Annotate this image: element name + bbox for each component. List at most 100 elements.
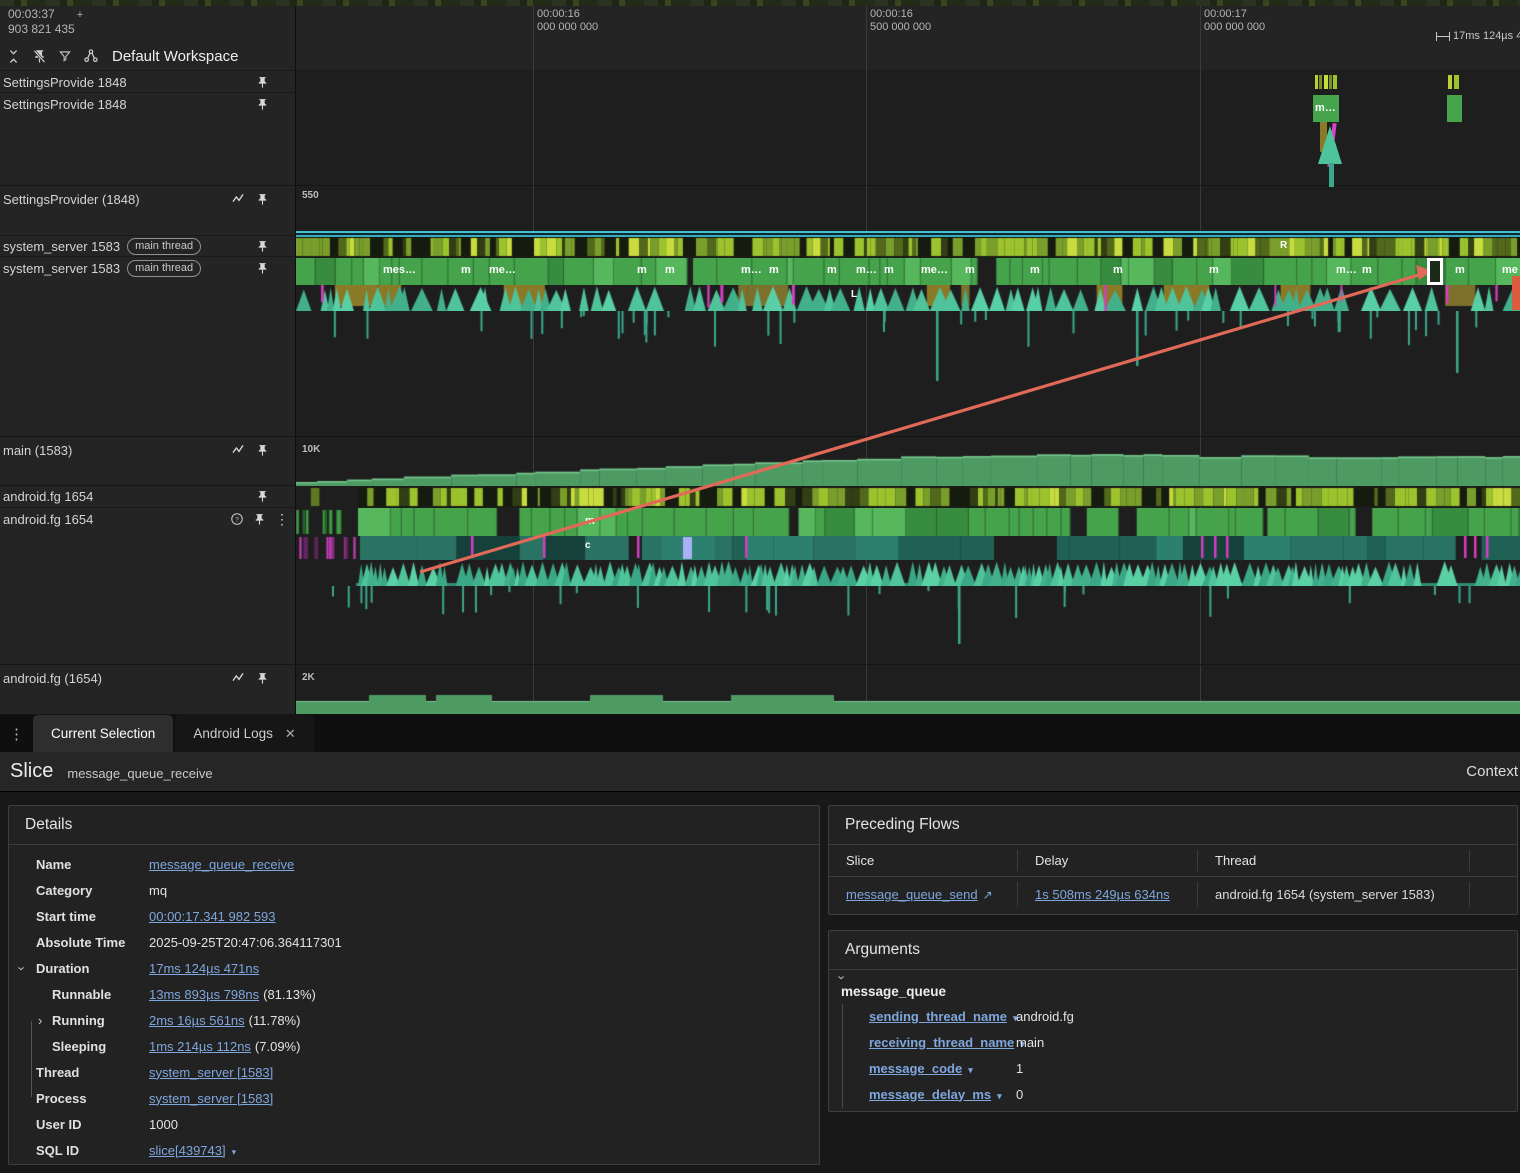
bracket-icon (1436, 31, 1450, 41)
settings-state-event[interactable] (1319, 75, 1322, 89)
slice-label: m (585, 515, 595, 527)
detail-value[interactable]: system_server [1583] (149, 1090, 274, 1106)
slice-label: L (851, 289, 858, 300)
pin-icon[interactable] (256, 262, 269, 275)
pin-icon[interactable] (256, 240, 269, 253)
settings-state-event[interactable] (1333, 75, 1337, 89)
argument-key-link[interactable]: sending_thread_name (869, 1008, 1007, 1024)
argument-key-link[interactable]: receiving_thread_name (869, 1034, 1015, 1050)
ss-mid-track[interactable] (296, 285, 1520, 311)
tab-android-logs[interactable]: Android Logs ✕ (175, 715, 314, 752)
detail-value[interactable]: 17ms 124µs 471ns (149, 960, 260, 976)
track-row-system-server-1583[interactable]: system_server 1583 main thread (0, 257, 295, 279)
trace-overview-minimap[interactable] (0, 0, 1520, 6)
detail-row-category: Category mq (9, 877, 819, 903)
argument-key-link[interactable]: message_code (869, 1060, 963, 1076)
workspace-toolbar: Default Workspace (6, 44, 238, 68)
collapse-all-icon[interactable] (6, 49, 21, 64)
detail-value[interactable]: 00:00:17.341 982 593 (149, 908, 276, 924)
track-row-android-fg-1654[interactable]: android.fg 1654? ⋮ (0, 508, 295, 530)
track-row-main-1583-[interactable]: main (1583) (0, 437, 295, 463)
pin-icon[interactable] (256, 98, 269, 111)
settings-state-event[interactable] (1315, 75, 1318, 89)
edge-slice[interactable] (1512, 276, 1520, 310)
pin-icon[interactable] (256, 444, 269, 457)
dropdown-caret-icon[interactable]: ▾ (1013, 1012, 1018, 1023)
chart-icon[interactable] (231, 442, 247, 458)
detail-row-sql-id: SQL ID slice[439743] ▾ (9, 1137, 819, 1163)
dropdown-caret-icon[interactable]: ▾ (1020, 1038, 1025, 1049)
dots-icon[interactable]: ⋮ (275, 511, 289, 527)
slice-label: m (637, 264, 647, 276)
settings-slice[interactable]: m… (1313, 95, 1339, 122)
track-row-android-fg-1654-[interactable]: android.fg (1654) (0, 665, 295, 691)
detail-label: Thread (36, 1064, 80, 1080)
ss-descender-track[interactable] (296, 311, 1520, 391)
detail-row-runnable: Runnable 13ms 893µs 798ns (81.13%) (9, 981, 819, 1007)
settings-state-event[interactable] (1324, 75, 1328, 89)
track-row-settingsprovider-1848-[interactable]: SettingsProvider (1848) (0, 186, 295, 212)
detail-row-name: Name message_queue_receive (9, 851, 819, 877)
detail-value[interactable]: 2ms 16µs 561ns (149, 1012, 245, 1028)
af-state-track[interactable] (296, 487, 1520, 507)
col-slice: Slice (846, 853, 875, 868)
ss-state-track[interactable] (296, 237, 1520, 257)
workspace-title[interactable]: Default Workspace (112, 47, 239, 65)
detail-value[interactable]: 13ms 893µs 798ns (149, 986, 260, 1002)
panel-menu-icon[interactable]: ⋮ (9, 725, 24, 743)
detail-percent: (7.09%) (254, 1038, 301, 1054)
detail-value[interactable]: system_server [1583] (149, 1064, 274, 1080)
pin-icon[interactable] (253, 513, 266, 526)
flow-delay-link[interactable]: 1s 508ms 249µs 634ns (1035, 887, 1170, 902)
flows-table-row: message_queue_send ↗ 1s 508ms 249µs 634ns… (829, 877, 1517, 912)
pin-icon[interactable] (256, 193, 269, 206)
slice-label: R (1280, 240, 1288, 251)
chevron-down-icon[interactable]: › (834, 975, 850, 980)
detail-value[interactable]: slice[439743] (149, 1142, 226, 1158)
af-slice-track[interactable] (296, 508, 1520, 536)
chevron-down-icon[interactable]: › (14, 965, 30, 971)
track-row-settingsprovide-1848[interactable]: SettingsProvide 1848 (0, 93, 295, 115)
close-icon[interactable]: ✕ (284, 725, 296, 741)
dropdown-caret-icon[interactable]: ▾ (231, 1146, 237, 1157)
settings-state-event[interactable] (1454, 75, 1459, 89)
selected-slice[interactable] (1427, 258, 1443, 285)
af-descender-track[interactable] (296, 586, 1520, 648)
thread-chip: main thread (127, 259, 202, 277)
settings-state-event[interactable] (1448, 75, 1452, 89)
settings-slice[interactable] (1447, 95, 1462, 122)
af-mid-track[interactable] (296, 536, 1520, 560)
main-counter-track[interactable] (296, 437, 1520, 486)
details-card: Details Name message_queue_receive Categor… (8, 805, 820, 1165)
tab-current-selection[interactable]: Current Selection (33, 715, 174, 752)
chevron-right-icon[interactable]: › (38, 1012, 43, 1028)
detail-value[interactable]: message_queue_receive (149, 856, 295, 872)
pin-icon[interactable] (256, 490, 269, 503)
track-row-system-server-1583[interactable]: system_server 1583 main thread (0, 236, 295, 257)
pin-icon[interactable] (256, 672, 269, 685)
slice-label: m (1030, 264, 1040, 276)
col-thread: Thread (1197, 849, 1469, 872)
slice-label: c (585, 540, 591, 551)
af-flame-track[interactable] (296, 560, 1520, 586)
filter-icon[interactable] (58, 49, 72, 63)
track-row-android-fg-1654[interactable]: android.fg 1654 (0, 486, 295, 507)
detail-value[interactable]: 1ms 214µs 112ns (149, 1038, 251, 1054)
flow-slice-link[interactable]: message_queue_send (846, 887, 978, 902)
af-counter-track[interactable] (296, 666, 1520, 714)
unpin-all-icon[interactable] (32, 49, 47, 64)
settings-state-event[interactable] (1329, 75, 1332, 89)
pin-icon[interactable] (256, 76, 269, 89)
workspace-icon[interactable] (83, 48, 99, 64)
track-row-settingsprovide-1848[interactable]: SettingsProvide 1848 (0, 71, 295, 93)
track-name: system_server 1583 (3, 239, 121, 254)
help-icon[interactable]: ? (230, 512, 244, 526)
track-name: SettingsProvider (1848) (3, 191, 140, 207)
chart-icon[interactable] (231, 670, 247, 686)
chart-icon[interactable] (231, 191, 247, 207)
context-label[interactable]: Context (1466, 763, 1518, 780)
dropdown-caret-icon[interactable]: ▾ (968, 1064, 973, 1075)
dropdown-caret-icon[interactable]: ▾ (997, 1090, 1002, 1101)
argument-group[interactable]: › message_queue (829, 975, 1517, 1003)
argument-key-link[interactable]: message_delay_ms (869, 1086, 992, 1102)
